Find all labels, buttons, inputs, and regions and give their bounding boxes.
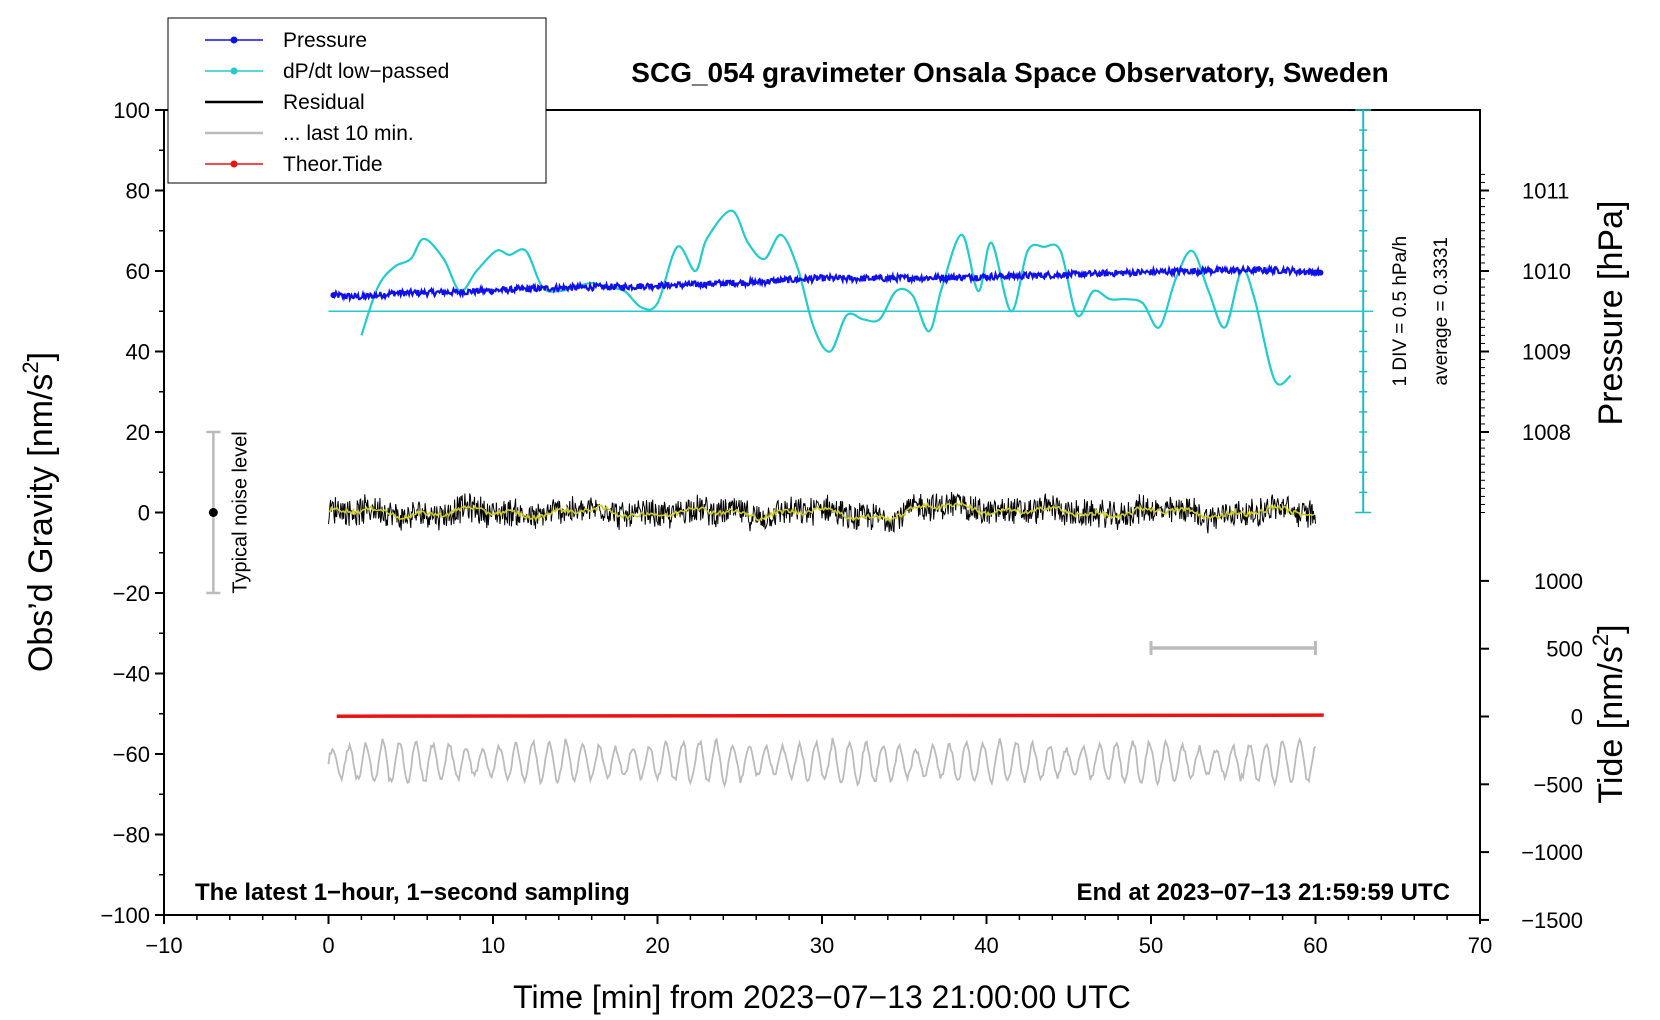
legend-box <box>167 17 547 184</box>
x-tick-label: 70 <box>1468 933 1492 958</box>
legend-label: dP/dt low−passed <box>283 60 449 83</box>
x-tick-label: 50 <box>1139 933 1163 958</box>
y-axis-pressure: 1008 1009 1010 1011 <box>1480 173 1571 513</box>
y-tick-label: −40 <box>113 662 150 687</box>
tide-line <box>336 713 1324 718</box>
pressure-tick-label: 1011 <box>1522 179 1569 204</box>
x-tick-label: 20 <box>645 933 669 958</box>
residual-line <box>328 491 1316 534</box>
chart-title: SCG_054 gravimeter Onsala Space Observat… <box>631 57 1388 88</box>
y-tick-label: −20 <box>113 581 150 606</box>
pressure-start-marker <box>330 292 337 299</box>
dpdt-scale: 1 DIV = 0.5 hPa/h average = 0.3331 <box>1355 109 1452 514</box>
y-tick-label: 100 <box>113 98 150 123</box>
y-tick-label: 40 <box>126 340 150 365</box>
y-tick-label: −60 <box>113 742 150 767</box>
y-axis-title-pressure: Pressure [hPa] <box>1592 201 1630 426</box>
x-tick-label: −10 <box>145 933 182 958</box>
x-tick-label: 40 <box>974 933 998 958</box>
bottom-right-note: End at 2023−07−13 21:59:59 UTC <box>1076 879 1450 906</box>
y-tick-label: 0 <box>138 501 150 526</box>
x-tick-label: 10 <box>481 933 505 958</box>
noise-level: Typical noise level <box>206 430 251 595</box>
legend-label: Residual <box>283 91 365 114</box>
tide-tick-label: 0 <box>1571 705 1583 730</box>
x-axis-title: Time [min] from 2023−07−13 21:00:00 UTC <box>513 979 1131 1015</box>
plot-series <box>327 209 1374 788</box>
y-tick-label: −80 <box>113 823 150 848</box>
x-axis: −10 0 10 20 30 40 50 60 70 <box>145 915 1492 958</box>
noise-center-marker <box>208 508 218 517</box>
tide-tick-label: 500 <box>1546 637 1583 662</box>
tide-tick-label: −1500 <box>1521 908 1583 933</box>
pressure-tick-label: 1008 <box>1522 420 1571 445</box>
y-tick-label: 60 <box>126 259 150 284</box>
y-tick-label: 20 <box>126 420 150 445</box>
y-axis-title-tide: Tide [nm/s2] <box>1588 624 1630 803</box>
tide-tick-label: −500 <box>1533 772 1583 797</box>
x-tick-label: 60 <box>1303 933 1327 958</box>
y-axis-left: −100 −80 −60 −40 −20 0 20 40 60 80 100 <box>100 98 164 928</box>
legend-marker <box>230 36 238 44</box>
x-tick-label: 0 <box>322 933 334 958</box>
tide-tick-label: 1000 <box>1534 569 1583 594</box>
y-tick-label: −100 <box>100 903 150 928</box>
bottom-left-note: The latest 1−hour, 1−second sampling <box>195 879 630 906</box>
residual-smoothed-line <box>328 501 1315 523</box>
noise-label: Typical noise level <box>229 431 251 593</box>
x-tick-label: 30 <box>810 933 834 958</box>
pressure-tick-label: 1010 <box>1522 259 1571 284</box>
pressure-tick-label: 1009 <box>1522 340 1571 365</box>
legend-marker <box>230 67 238 75</box>
pressure-line <box>332 263 1322 304</box>
dpdt-average-label: average = 0.3331 <box>1431 237 1452 385</box>
y-axis-tide: −1500 −1000 −500 0 500 1000 <box>1480 569 1583 933</box>
legend-label: Pressure <box>283 29 367 52</box>
dpdt-scale-label: 1 DIV = 0.5 hPa/h <box>1390 236 1411 387</box>
y-tick-label: 80 <box>126 179 150 204</box>
legend: Pressure dP/dt low−passed Residual ... last… <box>167 17 547 184</box>
last-10-min-line <box>327 736 1317 788</box>
legend-label: Theor.Tide <box>283 153 383 176</box>
y-axis-title-left: Obs’d Gravity [nm/s2] <box>18 352 60 672</box>
tide-tick-label: −1000 <box>1521 840 1583 865</box>
dpdt-line <box>360 209 1292 386</box>
legend-label: ... last 10 min. <box>283 122 414 145</box>
pressure-end-marker <box>1317 269 1324 276</box>
legend-marker <box>230 160 238 168</box>
